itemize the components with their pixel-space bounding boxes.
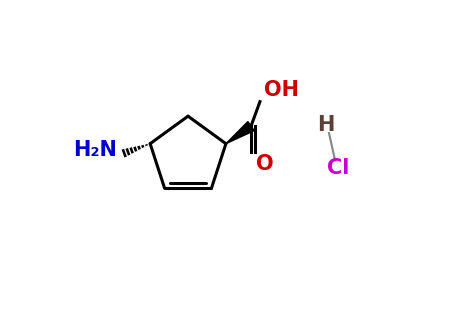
Text: H₂N: H₂N [73,140,117,160]
Polygon shape [226,122,254,144]
Text: H: H [317,115,335,135]
Text: Cl: Cl [327,158,350,178]
Text: OH: OH [263,80,299,100]
Text: O: O [256,154,273,174]
